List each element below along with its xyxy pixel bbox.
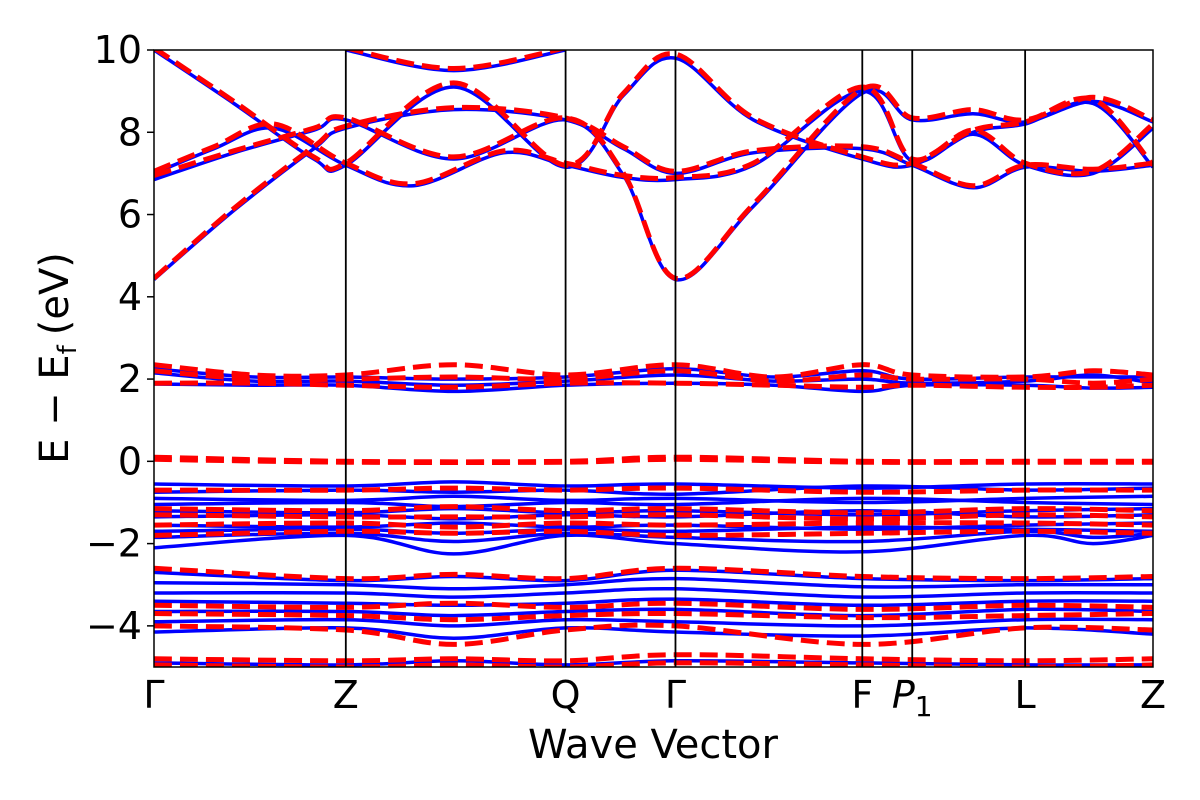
plot-frame xyxy=(153,49,1154,668)
y-tick-label-3: 4 xyxy=(118,275,142,319)
y-tick-label-1: 8 xyxy=(118,110,142,154)
y-axis-label: E − Ef (eV) xyxy=(32,252,83,464)
y-tick-label-7: −4 xyxy=(86,604,142,648)
y-axis-label-main: E − E xyxy=(32,354,78,464)
y-tick-label-5: 0 xyxy=(118,439,142,483)
solid-band-24 xyxy=(154,625,1153,640)
solid-band-20 xyxy=(154,586,1153,599)
solid-band-2 xyxy=(154,89,1153,188)
x-tick-label-2: Q xyxy=(551,673,581,717)
x-tick-label-3: Γ xyxy=(665,673,686,717)
x-tick-label-5: P1 xyxy=(892,673,933,723)
y-tick-label-4: 2 xyxy=(118,357,142,401)
dashed-band-0 xyxy=(154,104,1153,281)
y-tick-label-0: 10 xyxy=(94,28,142,72)
y-axis-ticks: 10 8 6 4 2 0 −2 −4 xyxy=(86,28,154,648)
x-tick-label-4: F xyxy=(851,673,873,717)
x-axis-ticks: Γ Z Q Γ F P1 L Z xyxy=(143,673,1166,723)
dashed-band-9 xyxy=(154,456,1153,465)
kpoint-separators xyxy=(344,50,1027,667)
x-tick-label-1: Z xyxy=(333,673,359,717)
dashed-band-1 xyxy=(154,83,1153,281)
solid-band-17 xyxy=(154,533,1153,556)
y-axis-label-sub: f xyxy=(53,344,83,354)
x-axis-label: Wave Vector xyxy=(528,722,779,768)
x-tick-label-7: Z xyxy=(1140,673,1166,717)
dashed-band-3 xyxy=(154,50,1153,172)
x-tick-label-0: Γ xyxy=(143,673,164,717)
y-tick-label-2: 6 xyxy=(118,193,142,237)
x-tick-label-6: L xyxy=(1015,673,1036,717)
bands-layer xyxy=(154,50,1153,667)
dashed-band-4 xyxy=(345,50,567,71)
y-tick-label-6: −2 xyxy=(86,522,142,566)
dashed-band-2 xyxy=(154,84,1153,187)
y-axis-label-unit: (eV) xyxy=(32,252,78,335)
